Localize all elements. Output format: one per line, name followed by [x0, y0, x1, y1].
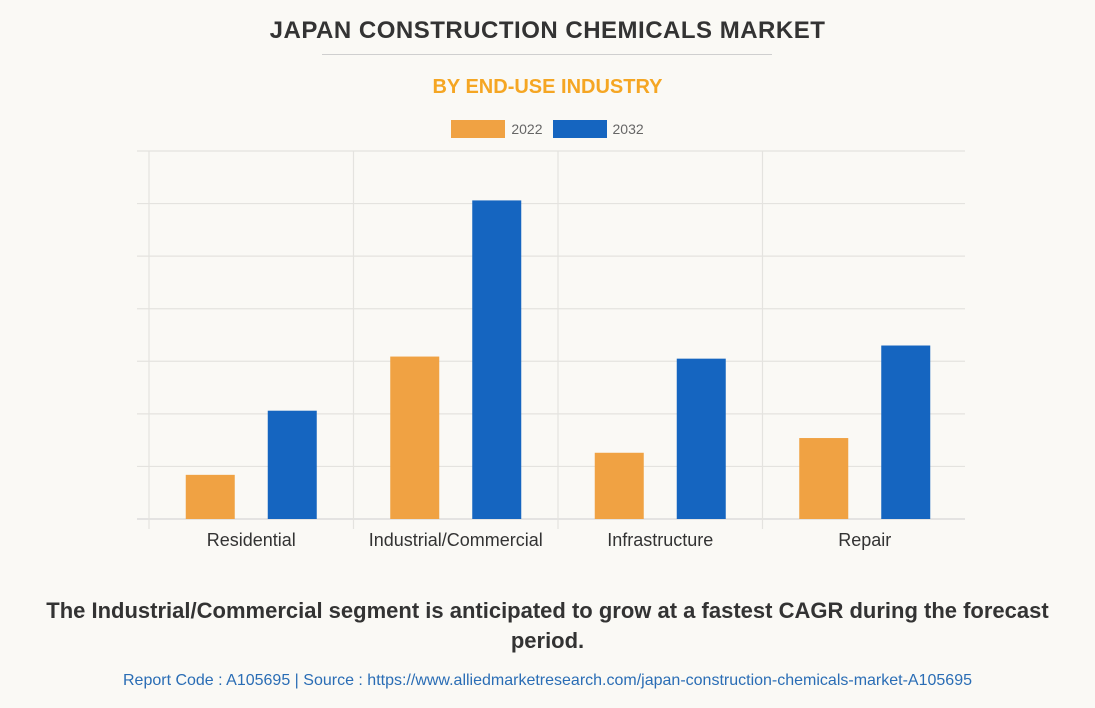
bar-2022-residential	[185, 474, 235, 519]
bar-2032-residential	[267, 410, 317, 519]
bar-2032-industrial-commercial	[472, 200, 522, 519]
legend-item-2022[interactable]: 2022	[451, 120, 543, 138]
chart-subtitle: BY END-USE INDUSTRY	[432, 76, 663, 98]
legend-item-2032[interactable]: 2032	[552, 120, 644, 138]
legend: 2022 2032	[0, 120, 1095, 138]
legend-swatch-2022	[451, 120, 506, 138]
legend-label-2022: 2022	[511, 121, 543, 137]
x-tick-label: Industrial/Commercial	[369, 530, 543, 550]
x-tick-label: Repair	[838, 530, 891, 550]
chart-title: JAPAN CONSTRUCTION CHEMICALS MARKET	[269, 17, 826, 44]
bar-2022-repair	[799, 438, 849, 519]
bar-2022-infrastructure	[594, 452, 644, 519]
legend-label-2032: 2032	[612, 121, 644, 137]
x-tick-label: Infrastructure	[607, 530, 713, 550]
headline-text: The Industrial/Commercial segment is ant…	[46, 598, 1049, 653]
footer-source[interactable]: Report Code : A105695 | Source : https:/…	[122, 672, 972, 689]
title-divider	[322, 54, 772, 55]
legend-swatch-2032	[552, 120, 607, 138]
bar-2022-industrial-commercial	[390, 356, 440, 519]
bar-2032-infrastructure	[676, 358, 726, 519]
bar-2032-repair	[881, 345, 931, 519]
bar-chart: Residential Industrial/Commercial Infrastr…	[137, 150, 965, 550]
x-tick-label: Residential	[207, 530, 296, 550]
